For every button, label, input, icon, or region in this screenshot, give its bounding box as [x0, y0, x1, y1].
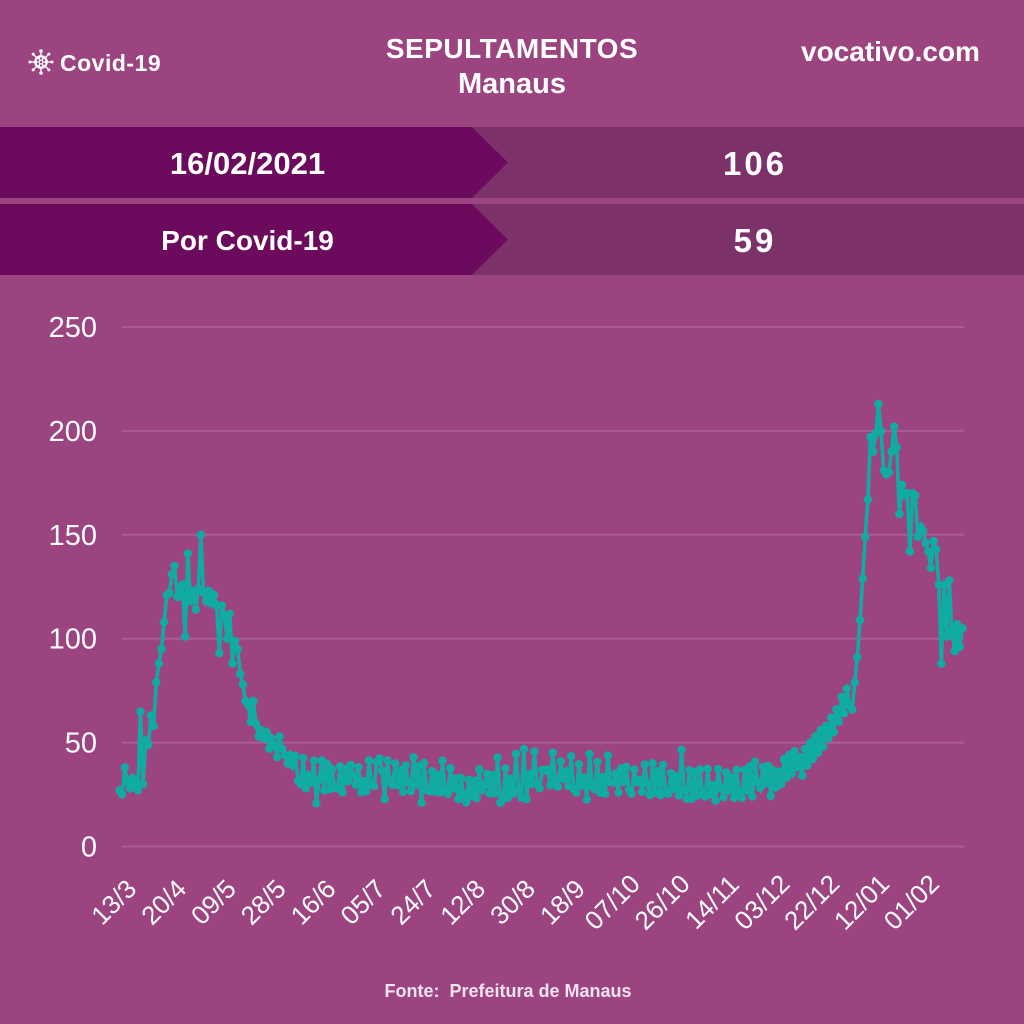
svg-text:150: 150 — [49, 520, 97, 552]
svg-text:01/02: 01/02 — [878, 868, 945, 935]
svg-text:16/6: 16/6 — [285, 874, 342, 931]
svg-text:0: 0 — [81, 832, 97, 864]
svg-text:22/12: 22/12 — [778, 868, 845, 935]
svg-text:18/9: 18/9 — [534, 874, 591, 931]
svg-text:13/3: 13/3 — [85, 874, 142, 931]
svg-text:200: 200 — [49, 416, 97, 448]
svg-text:03/12: 03/12 — [728, 868, 795, 935]
svg-text:20/4: 20/4 — [135, 874, 192, 931]
svg-text:12/8: 12/8 — [434, 874, 491, 931]
svg-text:24/7: 24/7 — [384, 874, 441, 931]
svg-text:09/5: 09/5 — [185, 874, 242, 931]
svg-text:07/10: 07/10 — [579, 868, 646, 935]
svg-text:100: 100 — [49, 624, 97, 656]
svg-text:28/5: 28/5 — [235, 874, 292, 931]
svg-text:30/8: 30/8 — [484, 874, 541, 931]
svg-text:12/01: 12/01 — [828, 868, 895, 935]
svg-text:05/7: 05/7 — [334, 874, 391, 931]
svg-text:14/11: 14/11 — [679, 869, 745, 935]
svg-text:50: 50 — [65, 728, 97, 760]
svg-text:250: 250 — [49, 312, 97, 344]
svg-text:26/10: 26/10 — [628, 868, 695, 935]
